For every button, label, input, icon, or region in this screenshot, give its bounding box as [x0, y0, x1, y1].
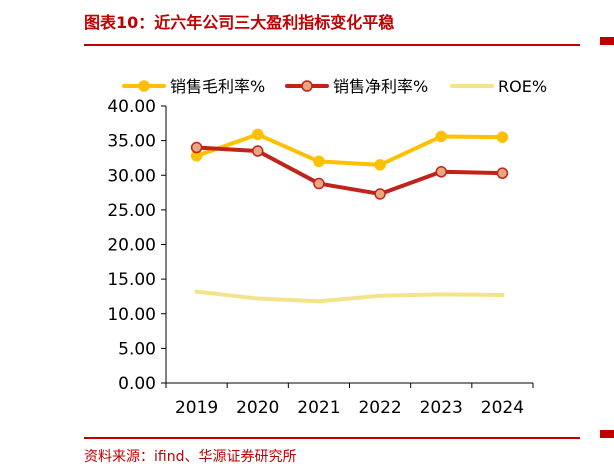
data-point [439, 292, 444, 297]
legend-item: ROE% [450, 77, 547, 96]
data-point [496, 167, 509, 179]
data-point [435, 130, 447, 143]
data-point [252, 145, 264, 157]
y-tick-label: 15.00 [107, 270, 156, 290]
legend-swatch-marker [301, 80, 313, 92]
data-point [190, 141, 203, 154]
series-1 [190, 141, 509, 200]
legend-item: 销售净利率% [285, 77, 428, 96]
legend-label: 销售净利率% [333, 77, 428, 96]
legend-label: ROE% [498, 77, 547, 96]
y-axis: 0.00 5.00 10.00 15.00 20.00 25.00 30.00 35.00 40… [107, 97, 167, 394]
x-tick-label: 2021 [297, 398, 340, 418]
legend: 销售毛利率% 销售净利率% ROE% [122, 77, 547, 96]
data-point [435, 166, 447, 178]
side-rule-top [600, 37, 614, 45]
x-tick-label: 2024 [481, 398, 524, 418]
series-line [194, 145, 505, 196]
y-tick-label: 10.00 [107, 305, 156, 325]
x-tick-label: 2020 [236, 398, 279, 418]
series-2 [194, 289, 505, 304]
data-point [374, 159, 386, 171]
data-point [313, 177, 325, 190]
data-point [316, 299, 321, 304]
series-line [194, 289, 505, 304]
legend-label: 销售毛利率% [170, 77, 265, 96]
y-tick-label: 0.00 [118, 374, 156, 394]
y-tick-label: 5.00 [118, 339, 156, 359]
series-0 [190, 128, 509, 171]
data-point [378, 293, 383, 298]
header-rule [84, 44, 580, 46]
source-note: 资料来源：ifind、华源证券研究所 [84, 449, 297, 465]
series-line [194, 132, 505, 167]
data-point [500, 293, 505, 298]
series-layer [190, 128, 509, 304]
data-point [374, 188, 386, 200]
legend-swatch-marker [138, 80, 150, 92]
y-tick-label: 25.00 [107, 201, 156, 221]
y-tick-label: 35.00 [107, 132, 156, 152]
legend-item: 销售毛利率% [122, 77, 265, 96]
data-point [313, 155, 325, 168]
chart-title: 图表10：近六年公司三大盈利指标变化平稳 [84, 13, 395, 32]
data-point [496, 131, 509, 143]
data-point [255, 296, 260, 301]
footer-rule [84, 437, 580, 439]
y-tick-label: 40.00 [107, 97, 156, 117]
x-tick-label: 2022 [358, 398, 401, 418]
side-rule-bottom [600, 430, 614, 438]
data-point [252, 128, 264, 141]
data-point [194, 289, 199, 294]
x-axis: 2019 2020 2021 2022 2023 2024 [165, 382, 534, 418]
x-tick-label: 2023 [420, 398, 463, 418]
y-tick-label: 30.00 [107, 166, 156, 186]
y-tick-label: 20.00 [107, 236, 156, 256]
x-tick-label: 2019 [175, 398, 218, 418]
